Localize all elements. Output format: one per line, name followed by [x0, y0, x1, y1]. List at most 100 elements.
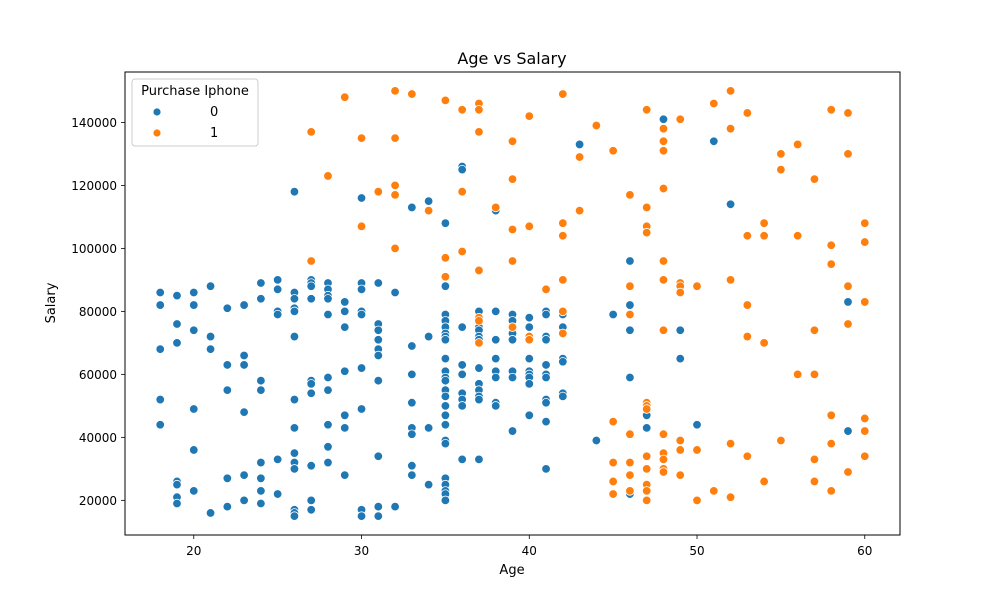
data-point: [625, 300, 635, 310]
data-point: [826, 438, 836, 449]
data-point: [742, 451, 753, 461]
data-point: [205, 281, 216, 291]
legend-label-0: 0: [210, 105, 218, 120]
data-point: [474, 127, 484, 137]
data-point: [541, 284, 551, 295]
data-point: [608, 309, 618, 320]
data-point: [642, 464, 652, 474]
data-point: [407, 202, 417, 213]
data-point: [843, 108, 853, 118]
data-point: [826, 486, 836, 496]
data-point: [474, 454, 484, 465]
data-point: [675, 470, 685, 480]
data-point: [759, 476, 769, 487]
data-point: [457, 246, 467, 257]
data-point: [792, 369, 803, 380]
data-point: [474, 394, 484, 405]
data-point: [625, 486, 635, 496]
data-point: [658, 467, 669, 477]
y-tick-label: 80000: [79, 305, 117, 319]
data-point: [457, 454, 467, 465]
data-point: [574, 139, 585, 150]
data-point: [340, 423, 350, 433]
data-point: [507, 426, 518, 436]
data-point: [390, 501, 400, 512]
data-point: [390, 133, 400, 143]
data-point: [155, 300, 165, 310]
data-point: [709, 136, 719, 146]
data-point: [809, 454, 820, 465]
data-point: [474, 338, 484, 348]
data-point: [340, 306, 350, 317]
data-point: [625, 190, 635, 200]
data-point: [289, 306, 300, 317]
data-point: [340, 92, 350, 102]
data-point: [725, 123, 736, 134]
data-point: [272, 489, 283, 499]
data-point: [558, 357, 568, 367]
data-point: [440, 253, 451, 263]
data-point: [608, 146, 618, 156]
data-point: [222, 303, 233, 313]
y-tick-label: 20000: [79, 494, 117, 508]
data-point: [625, 281, 635, 291]
data-point: [440, 410, 451, 421]
data-point: [289, 448, 300, 458]
data-point: [742, 300, 753, 310]
data-point: [239, 470, 249, 480]
data-point: [809, 476, 820, 487]
data-point: [289, 294, 300, 304]
data-point: [289, 511, 300, 521]
data-point: [256, 385, 266, 395]
x-tick-label: 40: [522, 544, 537, 558]
data-point: [625, 325, 635, 335]
data-point: [189, 404, 199, 414]
data-point: [289, 464, 300, 474]
data-point: [256, 278, 266, 288]
y-tick-label: 100000: [71, 242, 117, 256]
data-points: [155, 86, 870, 521]
data-point: [658, 454, 669, 465]
data-point: [826, 259, 836, 269]
data-point: [843, 297, 853, 307]
data-point: [356, 221, 367, 232]
data-point: [306, 127, 316, 137]
data-point: [524, 379, 534, 389]
data-point: [792, 231, 803, 241]
data-point: [491, 401, 501, 411]
data-point: [776, 435, 786, 446]
data-point: [189, 287, 199, 298]
data-point: [356, 284, 367, 295]
data-point: [457, 164, 467, 175]
data-point: [172, 290, 182, 301]
data-point: [541, 398, 551, 408]
data-point: [205, 331, 216, 342]
data-point: [658, 183, 669, 194]
data-point: [373, 278, 384, 288]
data-point: [608, 489, 618, 499]
data-point: [507, 372, 518, 383]
data-point: [423, 479, 434, 490]
data-point: [407, 369, 417, 380]
data-point: [340, 470, 350, 480]
data-point: [289, 394, 300, 405]
data-point: [356, 511, 367, 521]
data-point: [474, 363, 484, 373]
x-tick-label: 20: [186, 544, 201, 558]
data-point: [356, 309, 367, 320]
data-point: [440, 495, 451, 506]
data-point: [860, 297, 870, 307]
data-point: [658, 256, 669, 266]
x-axis: 20 30 40 50 60: [186, 535, 872, 558]
x-tick-label: 50: [689, 544, 704, 558]
data-point: [675, 353, 685, 364]
data-point: [759, 338, 769, 348]
data-point: [507, 174, 518, 184]
data-point: [155, 420, 165, 430]
data-point: [189, 486, 199, 496]
data-point: [356, 133, 367, 143]
data-point: [272, 284, 283, 295]
data-point: [239, 407, 249, 417]
data-point: [709, 98, 719, 109]
data-point: [155, 394, 165, 405]
